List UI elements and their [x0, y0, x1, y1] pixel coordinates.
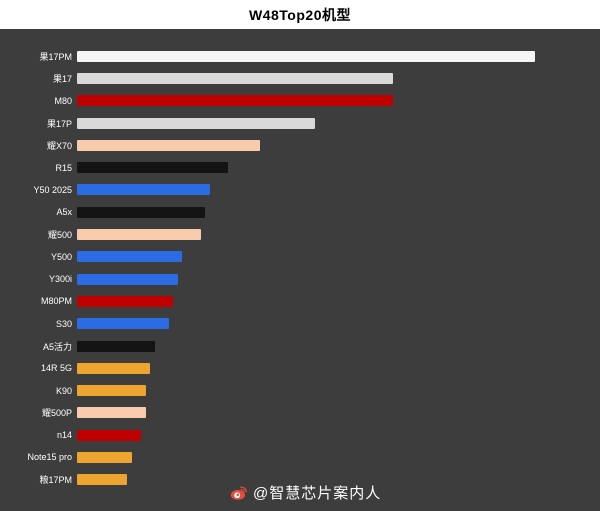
- bar-耀X70: [77, 139, 261, 151]
- bar-M80PM: [77, 295, 174, 307]
- chart-row: S30: [0, 313, 600, 335]
- chart-row: 耀X70: [0, 134, 600, 156]
- chart-row: R15: [0, 156, 600, 178]
- watermark: @智慧芯片案内人: [230, 482, 381, 503]
- category-label: 14R 5G: [40, 363, 72, 374]
- bar-Y500: [77, 251, 183, 263]
- category-label: K90: [55, 385, 72, 396]
- category-label: R15: [55, 162, 72, 173]
- category-label: Y50 2025: [33, 184, 72, 195]
- bar-S30: [77, 318, 169, 330]
- bar-耀500P: [77, 407, 146, 419]
- chart-row: Y50 2025: [0, 179, 600, 201]
- chart-row: K90: [0, 379, 600, 401]
- category-label: 果17P: [46, 118, 72, 129]
- bar-粮17PM: [77, 474, 128, 486]
- chart-row: A5活力: [0, 335, 600, 357]
- chart-row: n14: [0, 424, 600, 446]
- bar-Y50 2025: [77, 184, 210, 196]
- bar-K90: [77, 385, 146, 397]
- category-label: 耀500: [47, 230, 72, 241]
- bar-A5x: [77, 206, 206, 218]
- category-label: n14: [56, 430, 72, 441]
- category-label: Y300i: [48, 274, 72, 285]
- chart-row: 果17PM: [0, 45, 600, 67]
- bar-14R 5G: [77, 362, 151, 374]
- chart-header: W48Top20机型: [0, 0, 600, 29]
- bar-果17PM: [77, 50, 535, 62]
- category-label: A5x: [56, 207, 72, 218]
- category-label: 果17: [52, 73, 72, 84]
- chart-row: 果17: [0, 67, 600, 89]
- category-label: 粮17PM: [39, 475, 72, 486]
- bar-n14: [77, 429, 142, 441]
- bar-Note15 pro: [77, 451, 132, 463]
- category-label: 耀X70: [46, 140, 72, 151]
- chart-row: 耀500P: [0, 402, 600, 424]
- category-label: A5活力: [42, 341, 72, 352]
- bar-A5活力: [77, 340, 155, 352]
- category-label: M80: [54, 95, 72, 106]
- chart-row: M80PM: [0, 290, 600, 312]
- bar-果17: [77, 72, 394, 84]
- chart-row: A5x: [0, 201, 600, 223]
- bar-耀500: [77, 229, 201, 241]
- category-label: Y500: [50, 251, 72, 262]
- chart-row: 果17P: [0, 112, 600, 134]
- chart-rows: 果17PM 果17 M80 果17P 耀X70 R15 Y50 2025 A5x 耀500 Y50…: [0, 45, 600, 491]
- chart-row: Note15 pro: [0, 446, 600, 468]
- chart-row: M80: [0, 90, 600, 112]
- watermark-text: @智慧芯片案内人: [253, 485, 382, 502]
- category-label: 果17PM: [39, 51, 72, 62]
- bar-M80: [77, 95, 394, 107]
- category-label: Note15 pro: [27, 452, 72, 463]
- bar-R15: [77, 162, 229, 174]
- bar-果17P: [77, 117, 316, 129]
- weibo-eye-icon: [230, 485, 248, 501]
- bar-Y300i: [77, 273, 178, 285]
- plot-area: 果17PM 果17 M80 果17P 耀X70 R15 Y50 2025 A5x 耀500 Y50…: [0, 29, 600, 511]
- category-label: M80PM: [40, 296, 72, 307]
- chart-row: Y300i: [0, 268, 600, 290]
- chart-title: W48Top20机型: [249, 6, 351, 23]
- chart-row: Y500: [0, 246, 600, 268]
- chart-row: 粮17PM: [0, 469, 600, 491]
- category-label: S30: [55, 318, 72, 329]
- category-label: 耀500P: [41, 408, 72, 419]
- chart-row: 14R 5G: [0, 357, 600, 379]
- chart-row: 耀500: [0, 223, 600, 245]
